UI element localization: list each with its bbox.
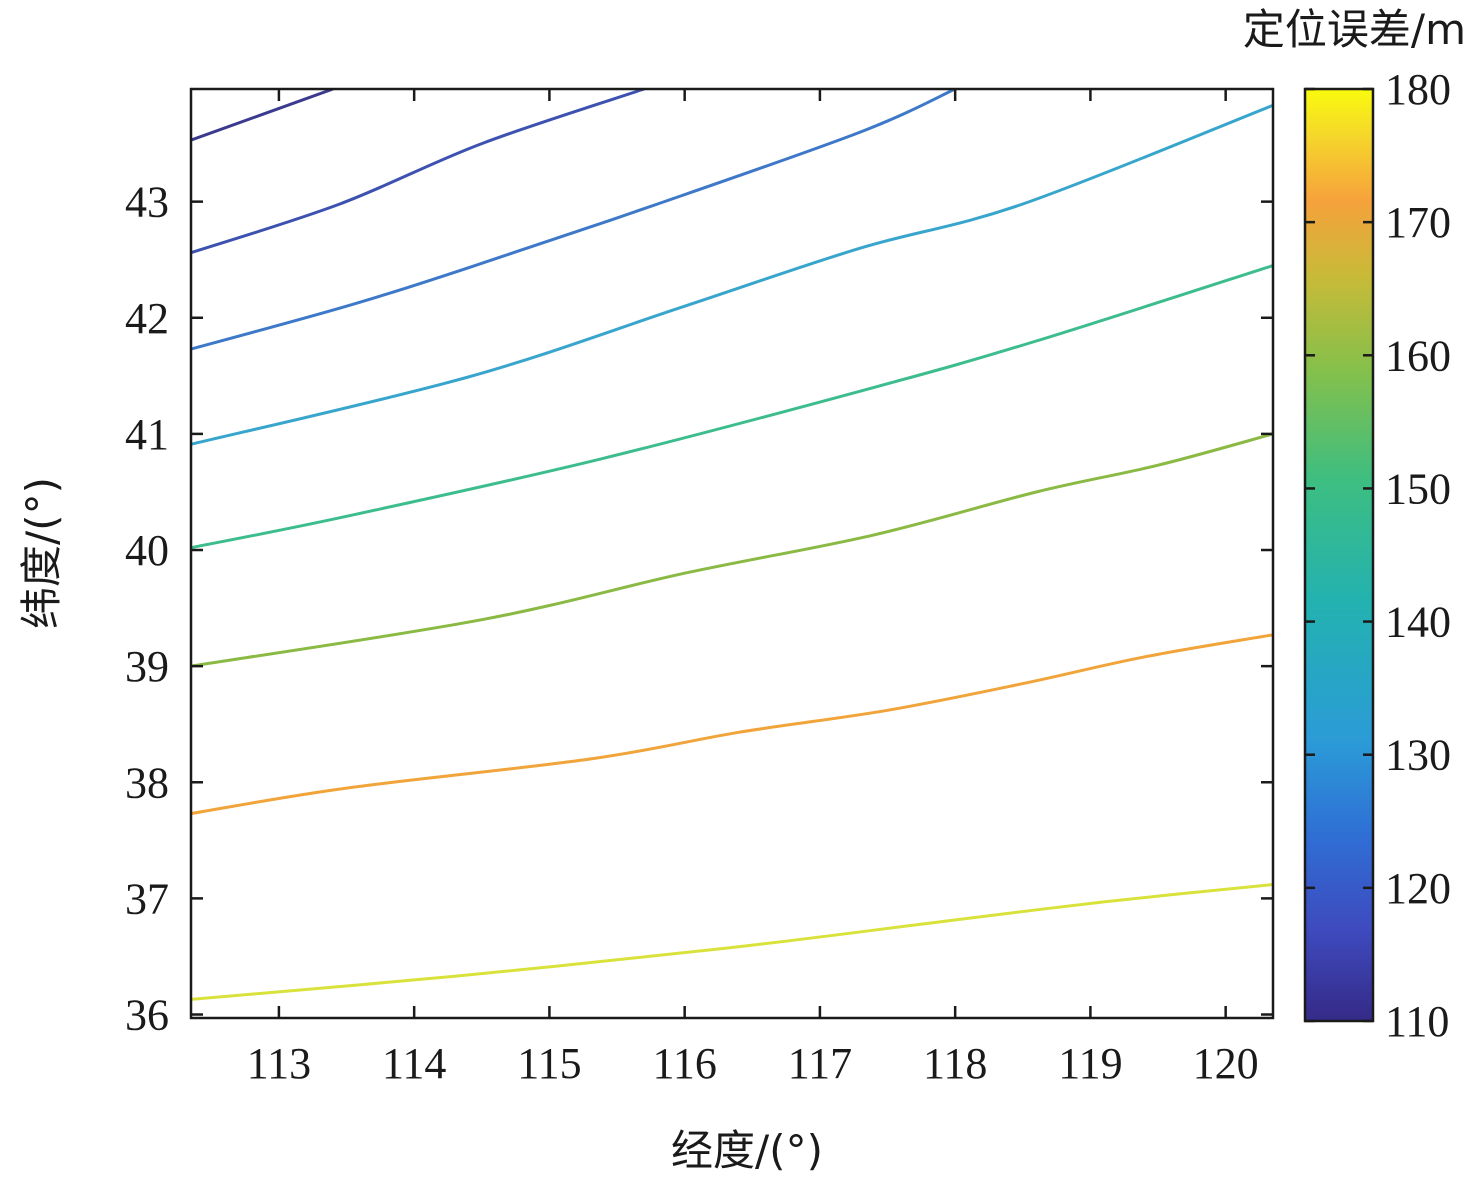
colorbar-tick-label: 160 (1385, 331, 1451, 380)
x-tick-label: 115 (517, 1039, 581, 1088)
contour-line-110 (191, 89, 335, 142)
y-tick-label: 41 (125, 410, 169, 459)
y-tick-label: 38 (125, 758, 169, 807)
x-axis-title: 经度/(°) (671, 1126, 823, 1175)
colorbar-tick-label: 120 (1385, 864, 1451, 913)
y-tick-label: 36 (125, 991, 169, 1040)
x-tick-label: 117 (788, 1039, 852, 1088)
contour-line-140 (191, 103, 1273, 446)
colorbar-tick-label: 130 (1385, 731, 1451, 780)
y-tick-label: 37 (125, 874, 169, 923)
contour-line-120 (191, 89, 646, 255)
x-tick-label: 113 (247, 1039, 311, 1088)
colorbar-ticks: 110 120 130 140 150 160 170 180 (1305, 65, 1451, 1046)
y-tick-label: 39 (125, 642, 169, 691)
y-axis-ticks: 36 37 38 39 40 41 42 43 (125, 178, 1273, 1040)
y-tick-label: 40 (125, 526, 169, 575)
x-tick-label: 120 (1193, 1039, 1259, 1088)
colorbar-tick-label: 180 (1385, 65, 1451, 114)
x-tick-label: 114 (382, 1039, 446, 1088)
colorbar-tick-label: 110 (1385, 997, 1449, 1046)
colorbar-tick-label: 170 (1385, 198, 1451, 247)
x-tick-label: 119 (1058, 1039, 1122, 1088)
contour-line-160 (191, 432, 1273, 668)
contour-lines (191, 89, 1273, 1001)
contour-line-180 (191, 883, 1273, 1001)
y-axis-title: 纬度/(°) (17, 477, 66, 629)
contour-line-130 (191, 89, 957, 351)
x-tick-label: 116 (652, 1039, 716, 1088)
x-axis-ticks: 113 114 115 116 117 118 119 120 (247, 89, 1259, 1088)
colorbar-tick-label: 140 (1385, 598, 1451, 647)
contour-line-150 (191, 264, 1273, 550)
x-tick-label: 118 (923, 1039, 987, 1088)
contour-line-170 (191, 633, 1273, 816)
colorbar-title: 定位误差/m (1243, 5, 1466, 54)
y-tick-label: 43 (125, 178, 169, 227)
y-tick-label: 42 (125, 294, 169, 343)
colorbar (1303, 87, 1375, 1023)
plot-frame (189, 87, 1275, 1020)
colorbar-tick-label: 150 (1385, 464, 1451, 513)
